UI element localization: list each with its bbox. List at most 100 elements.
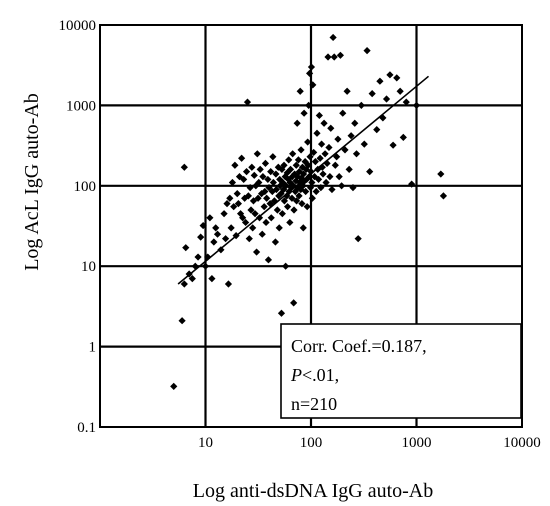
data-point	[286, 165, 295, 173]
data-point	[269, 153, 277, 161]
data-point	[248, 163, 256, 171]
data-point	[280, 161, 288, 169]
data-point	[322, 178, 330, 187]
data-point	[238, 154, 246, 162]
annotation-p-value: P<.01,	[290, 365, 339, 385]
data-point	[366, 168, 374, 176]
data-point	[261, 159, 270, 167]
data-point	[289, 182, 297, 190]
data-point	[254, 194, 262, 202]
data-point	[319, 170, 327, 178]
data-point	[306, 153, 314, 161]
data-point	[352, 150, 361, 158]
data-point	[336, 51, 345, 59]
data-point	[330, 53, 338, 61]
data-point	[360, 140, 368, 148]
data-point	[331, 161, 339, 169]
y-tick-label: 10	[81, 259, 96, 275]
data-point	[256, 165, 264, 173]
data-point	[299, 170, 308, 178]
data-point	[310, 148, 318, 157]
data-point	[234, 200, 242, 208]
data-point	[326, 173, 334, 181]
data-point	[264, 256, 273, 264]
data-point	[277, 309, 286, 317]
data-point	[302, 187, 310, 196]
annotation-n: n=210	[291, 394, 337, 414]
data-point	[345, 165, 353, 173]
data-point	[257, 189, 266, 198]
data-point	[277, 189, 285, 198]
data-point	[292, 197, 301, 205]
data-point	[306, 183, 315, 192]
data-point	[228, 178, 237, 187]
data-point	[308, 178, 316, 187]
data-point	[252, 182, 260, 190]
data-point	[282, 182, 290, 190]
data-point	[280, 197, 289, 205]
data-point	[305, 173, 313, 181]
data-point	[315, 111, 323, 120]
data-point	[231, 161, 239, 169]
data-point	[389, 141, 397, 149]
data-point	[276, 175, 284, 184]
data-point	[290, 206, 298, 214]
data-point	[259, 173, 267, 181]
data-point	[327, 124, 335, 132]
data-point	[188, 275, 196, 283]
data-point	[199, 221, 207, 230]
data-point	[320, 119, 328, 127]
data-point	[276, 182, 284, 190]
data-point	[396, 87, 404, 95]
data-point	[312, 187, 320, 196]
data-point	[317, 140, 326, 148]
data-point	[317, 183, 325, 192]
data-point	[305, 101, 313, 109]
data-point	[242, 218, 250, 227]
data-point	[221, 235, 230, 243]
data-point	[227, 224, 235, 232]
data-point	[382, 95, 391, 103]
data-point	[170, 382, 178, 390]
data-point	[275, 192, 283, 200]
data-point	[298, 163, 307, 171]
data-point	[300, 109, 308, 117]
y-tick-label: 10000	[59, 18, 97, 34]
x-tick-label: 10000	[503, 435, 541, 451]
data-point	[314, 165, 322, 173]
data-point	[262, 218, 270, 227]
data-point	[302, 165, 310, 173]
data-point	[233, 189, 241, 198]
data-point	[223, 200, 231, 208]
data-point	[295, 168, 303, 176]
y-axis-label: Log AcL IgG auto-Ab	[21, 93, 43, 271]
data-point	[335, 173, 343, 181]
data-point	[373, 126, 381, 134]
x-tick-label: 1000	[402, 435, 432, 451]
data-point	[408, 180, 416, 188]
data-point	[239, 214, 247, 222]
data-point	[334, 135, 342, 143]
data-point	[230, 203, 238, 211]
data-point	[246, 183, 254, 192]
data-point	[339, 109, 347, 117]
data-point	[194, 253, 202, 261]
data-point	[260, 203, 268, 211]
data-point	[242, 168, 251, 176]
data-point	[272, 170, 280, 178]
data-point	[255, 178, 263, 187]
data-point	[252, 248, 261, 256]
data-point	[303, 203, 311, 211]
data-point	[357, 101, 365, 109]
data-point	[324, 53, 332, 61]
data-point	[249, 197, 258, 205]
data-point	[288, 194, 296, 202]
data-point	[213, 230, 222, 238]
data-point	[204, 253, 212, 261]
data-point	[197, 233, 205, 241]
data-point	[272, 185, 281, 194]
data-point	[275, 224, 283, 232]
data-point	[251, 210, 259, 218]
data-point	[180, 280, 188, 288]
